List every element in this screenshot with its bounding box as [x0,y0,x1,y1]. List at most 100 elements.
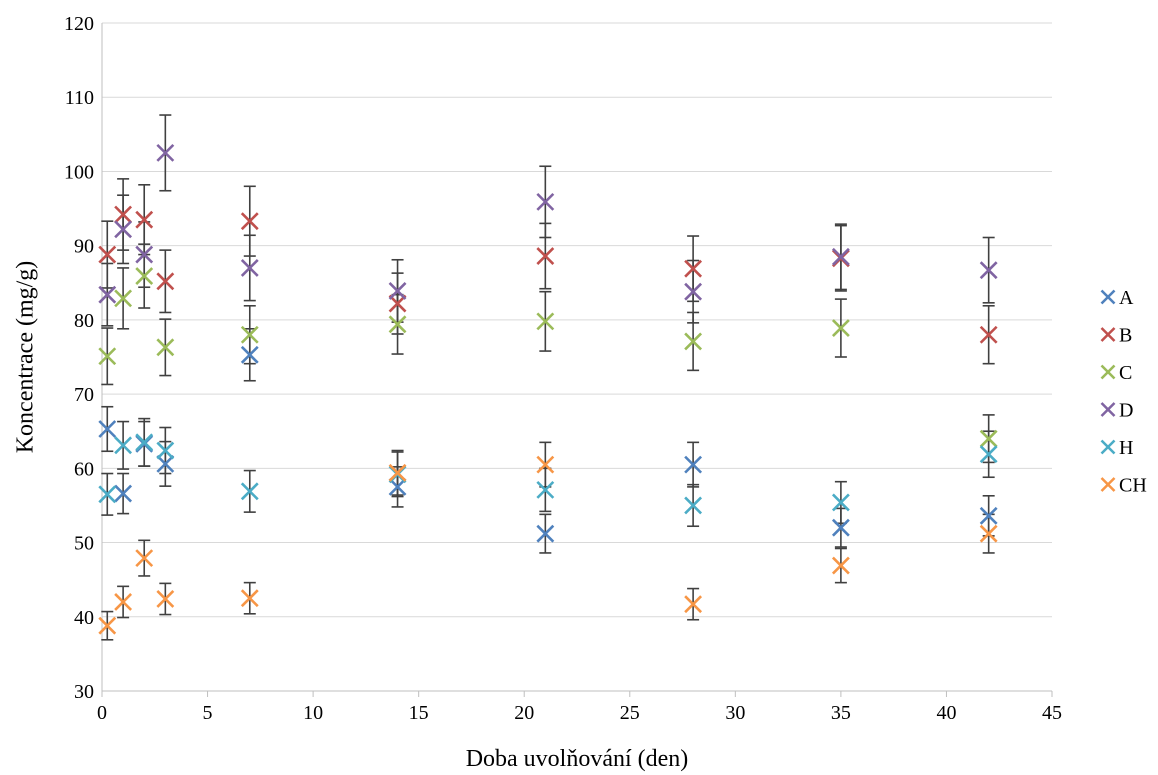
y-tick-label: 120 [64,13,94,35]
grid-layer [102,22,1052,618]
x-marker-stroke [156,338,175,357]
legend-marker [1100,477,1116,492]
data-point-B [979,325,998,344]
x-marker-stroke [536,455,555,474]
x-marker-stroke [135,267,154,286]
x-marker-stroke [156,590,175,608]
x-marker-stroke [114,289,133,308]
y-axis-title: Koncentrace (mg/g) [13,261,39,454]
data-point-CH [536,455,555,474]
legend-item-A: A [1100,287,1134,309]
x-marker-stroke [831,518,850,537]
x-marker-stroke [240,482,259,501]
x-tick-label: 30 [725,702,745,724]
x-marker-stroke [979,506,998,525]
x-tick-label: 0 [97,702,107,724]
data-point-A [156,454,175,473]
marker-layer [98,143,998,635]
data-point-D [98,285,117,304]
data-point-H [156,441,175,460]
x-marker-stroke [684,595,703,614]
x-tick-label: 15 [409,702,429,724]
legend-item-D: D [1100,400,1133,422]
data-point-H [536,480,555,499]
data-point-A [98,420,117,438]
x-marker-stroke [831,556,850,575]
data-point-C [684,332,703,351]
legend-label: D [1119,400,1133,422]
data-point-D [156,143,175,162]
x-tick-label: 35 [831,702,851,724]
data-point-C [156,338,175,357]
x-axis-title: Doba uvolňování (den) [466,746,689,772]
data-point-D [684,282,703,301]
data-point-CH [240,589,259,608]
data-point-CH [831,556,850,575]
x-marker-stroke [388,294,407,313]
y-tick-label: 100 [64,161,94,183]
data-point-D [388,282,407,300]
legend-item-B: B [1100,325,1132,347]
data-point-CH [388,463,407,482]
data-point-C [831,319,850,337]
data-point-A [240,345,259,364]
x-marker-stroke [240,212,259,231]
x-marker-stroke [156,441,175,460]
legend-item-H: H [1100,437,1133,459]
x-marker-stroke [536,192,555,211]
data-point-D [114,220,133,239]
x-marker-stroke [135,549,154,568]
legend-label: B [1119,325,1132,347]
data-point-C [536,312,555,331]
legend-label: C [1119,362,1132,384]
x-marker-stroke [240,345,259,364]
x-marker-stroke [388,463,407,482]
legend-item-C: C [1100,362,1132,384]
data-point-H [684,496,703,515]
x-tick-label: 45 [1042,702,1062,724]
y-tick-label: 40 [74,607,94,629]
x-marker-stroke [98,616,117,635]
x-tick-label: 5 [203,702,213,724]
data-point-A [831,518,850,537]
x-marker-stroke [98,285,117,304]
data-point-CH [156,590,175,608]
x-marker-stroke [831,247,850,266]
data-point-B [156,272,175,291]
x-marker-stroke [98,245,117,264]
x-marker-stroke [114,220,133,239]
y-tick-label: 90 [74,236,94,258]
data-point-B [684,259,703,278]
x-marker-stroke [536,247,555,265]
x-marker-stroke [831,493,850,512]
data-point-A [114,484,133,503]
x-marker-stroke [240,325,259,344]
data-point-C [240,325,259,344]
y-tick-label: 30 [74,681,94,703]
x-marker-stroke [979,261,998,280]
x-marker-stroke [536,480,555,499]
data-point-B [388,294,407,313]
data-point-H [831,493,850,512]
x-marker-stroke [135,210,154,229]
y-tick-label: 50 [74,533,94,555]
x-tick-label: 20 [514,702,534,724]
data-point-CH [135,549,154,568]
x-marker-stroke [979,429,998,448]
errorbar-layer [101,114,995,641]
data-point-B [240,212,259,231]
x-marker-stroke [114,205,133,224]
x-tick-label: 10 [303,702,323,724]
data-point-D [979,261,998,280]
x-marker-stroke [114,484,133,503]
legend-marker [1100,327,1116,342]
data-point-C [114,289,133,308]
data-point-A [536,524,555,543]
x-marker-stroke [388,477,407,496]
data-point-CH [979,524,998,543]
data-point-CH [684,595,703,614]
data-point-D [240,259,259,277]
